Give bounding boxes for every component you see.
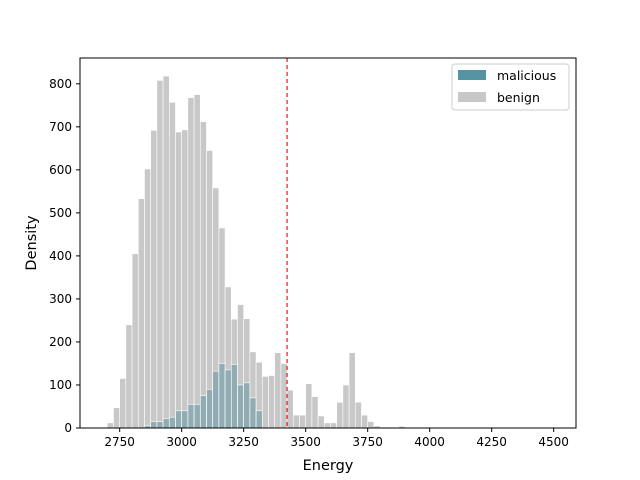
x-axis-ticks: 2750 3000 3250 3500 3750 4000 4250 4500 <box>104 428 569 449</box>
benign-bar <box>162 75 170 429</box>
malicious-bar <box>193 404 201 429</box>
benign-bar <box>187 97 195 429</box>
benign-bar <box>367 421 375 429</box>
benign-bar <box>323 422 331 429</box>
malicious-bar <box>199 395 207 429</box>
malicious-bar <box>187 404 195 429</box>
malicious-bar <box>243 382 251 429</box>
benign-bar <box>119 378 127 429</box>
x-tick-label: 4500 <box>538 435 569 449</box>
benign-bar <box>125 324 133 429</box>
benign-bar <box>206 150 213 429</box>
benign-bar <box>156 80 164 429</box>
benign-bar <box>193 94 201 429</box>
x-tick-label: 3000 <box>166 435 197 449</box>
benign-bar <box>113 407 120 429</box>
malicious-bar <box>175 410 182 429</box>
benign-bar <box>268 375 275 429</box>
benign-bar <box>137 198 145 429</box>
y-tick-label: 100 <box>49 378 72 392</box>
benign-bar <box>305 383 313 429</box>
malicious-bar <box>206 388 213 429</box>
benign-bar <box>144 168 151 429</box>
benign-bar <box>175 131 182 429</box>
benign-bar <box>106 422 114 429</box>
malicious-bar <box>218 363 226 429</box>
benign-bar <box>150 129 158 429</box>
malicious-bars <box>144 363 263 429</box>
x-tick-label: 2750 <box>104 435 135 449</box>
legend-label-benign: benign <box>497 90 540 105</box>
benign-bar <box>199 121 207 429</box>
y-tick-label: 300 <box>49 292 72 306</box>
y-tick-label: 700 <box>49 120 72 134</box>
malicious-bar <box>237 384 244 429</box>
benign-bar <box>292 414 300 429</box>
y-tick-label: 800 <box>49 77 72 91</box>
x-tick-label: 3250 <box>228 435 259 449</box>
benign-bar <box>131 253 139 429</box>
benign-bar <box>181 129 189 429</box>
malicious-bar <box>162 418 170 429</box>
benign-bar <box>342 384 350 429</box>
benign-bar <box>274 352 282 429</box>
y-tick-label: 400 <box>49 249 72 263</box>
x-tick-label: 3500 <box>290 435 321 449</box>
legend-label-malicious: malicious <box>497 68 556 83</box>
malicious-bar <box>150 421 158 429</box>
benign-bar <box>336 401 344 429</box>
malicious-bar <box>168 416 176 429</box>
malicious-bar <box>224 369 232 429</box>
y-tick-label: 500 <box>49 206 72 220</box>
y-tick-label: 600 <box>49 163 72 177</box>
x-tick-label: 4250 <box>476 435 507 449</box>
y-axis-ticks: 0 100 200 300 400 500 600 700 800 <box>49 77 80 435</box>
x-tick-label: 3750 <box>352 435 383 449</box>
malicious-bar <box>181 410 189 429</box>
malicious-bar <box>255 410 263 429</box>
benign-bar <box>311 396 319 429</box>
x-axis-label: Energy <box>303 458 354 474</box>
x-tick-label: 4000 <box>414 435 445 449</box>
benign-bar <box>299 414 306 429</box>
benign-bar <box>280 363 288 429</box>
malicious-bar <box>156 421 164 429</box>
benign-bar <box>361 414 368 429</box>
legend-swatch-benign <box>458 92 486 102</box>
benign-bar <box>261 376 269 429</box>
malicious-bar <box>212 370 220 429</box>
y-tick-label: 200 <box>49 335 72 349</box>
plot-frame <box>79 57 577 429</box>
y-axis-label: Density <box>24 215 40 271</box>
benign-bar <box>286 389 294 429</box>
y-tick-label: 0 <box>64 421 72 435</box>
benign-bar <box>317 415 325 429</box>
benign-bar <box>168 102 176 429</box>
benign-bar <box>348 352 356 429</box>
benign-bar <box>354 401 362 429</box>
malicious-bar <box>249 397 257 429</box>
legend-swatch-malicious <box>458 70 486 80</box>
benign-bar <box>330 422 337 429</box>
malicious-bar <box>230 364 238 429</box>
legend: malicious benign <box>451 63 570 111</box>
